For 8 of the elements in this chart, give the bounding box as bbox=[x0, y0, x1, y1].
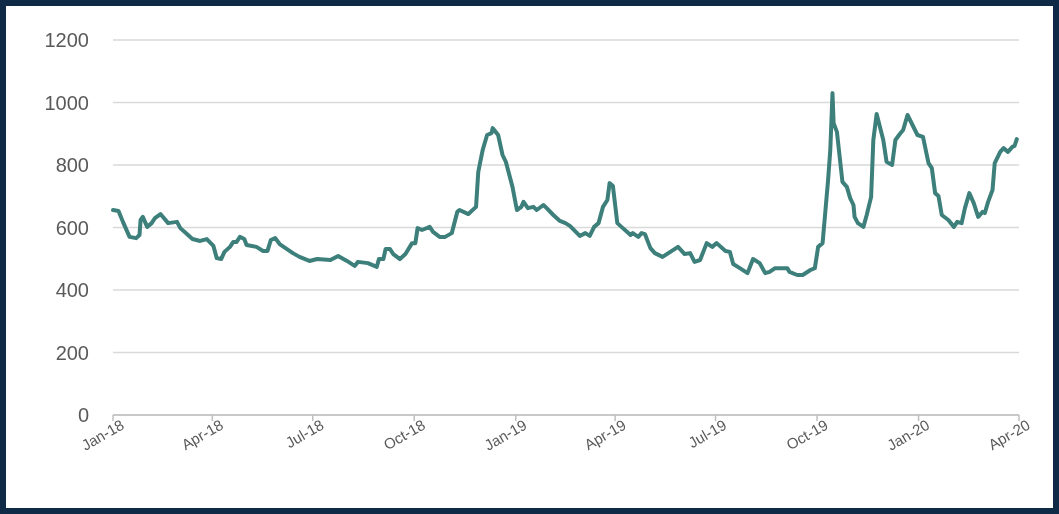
line-series bbox=[111, 91, 1019, 277]
y-tick-label: 800 bbox=[55, 154, 89, 176]
y-tick-label: 0 bbox=[77, 404, 89, 426]
y-tick-label: 1200 bbox=[44, 29, 89, 51]
y-tick-label: 1000 bbox=[44, 91, 89, 114]
y-tick-label: 200 bbox=[55, 341, 89, 364]
y-tick-label: 600 bbox=[55, 216, 89, 239]
y-tick-label: 400 bbox=[55, 279, 89, 301]
